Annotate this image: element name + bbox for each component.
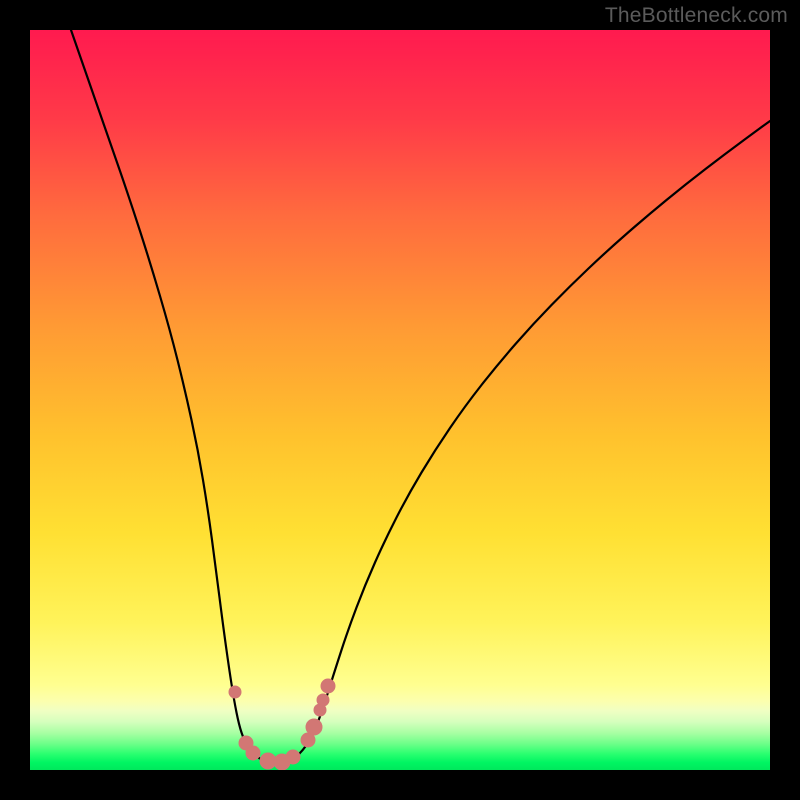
bottleneck-curve — [71, 30, 770, 763]
data-dot — [246, 746, 260, 760]
curve-svg — [30, 30, 770, 770]
curve-layer — [30, 30, 770, 770]
data-dots — [229, 679, 335, 770]
data-dot — [229, 686, 241, 698]
chart-frame: TheBottleneck.com — [0, 0, 800, 800]
data-dot — [306, 719, 322, 735]
data-dot — [286, 750, 300, 764]
data-dot — [317, 694, 329, 706]
data-dot — [321, 679, 335, 693]
watermark-text: TheBottleneck.com — [605, 4, 788, 28]
plot-area — [30, 30, 770, 770]
